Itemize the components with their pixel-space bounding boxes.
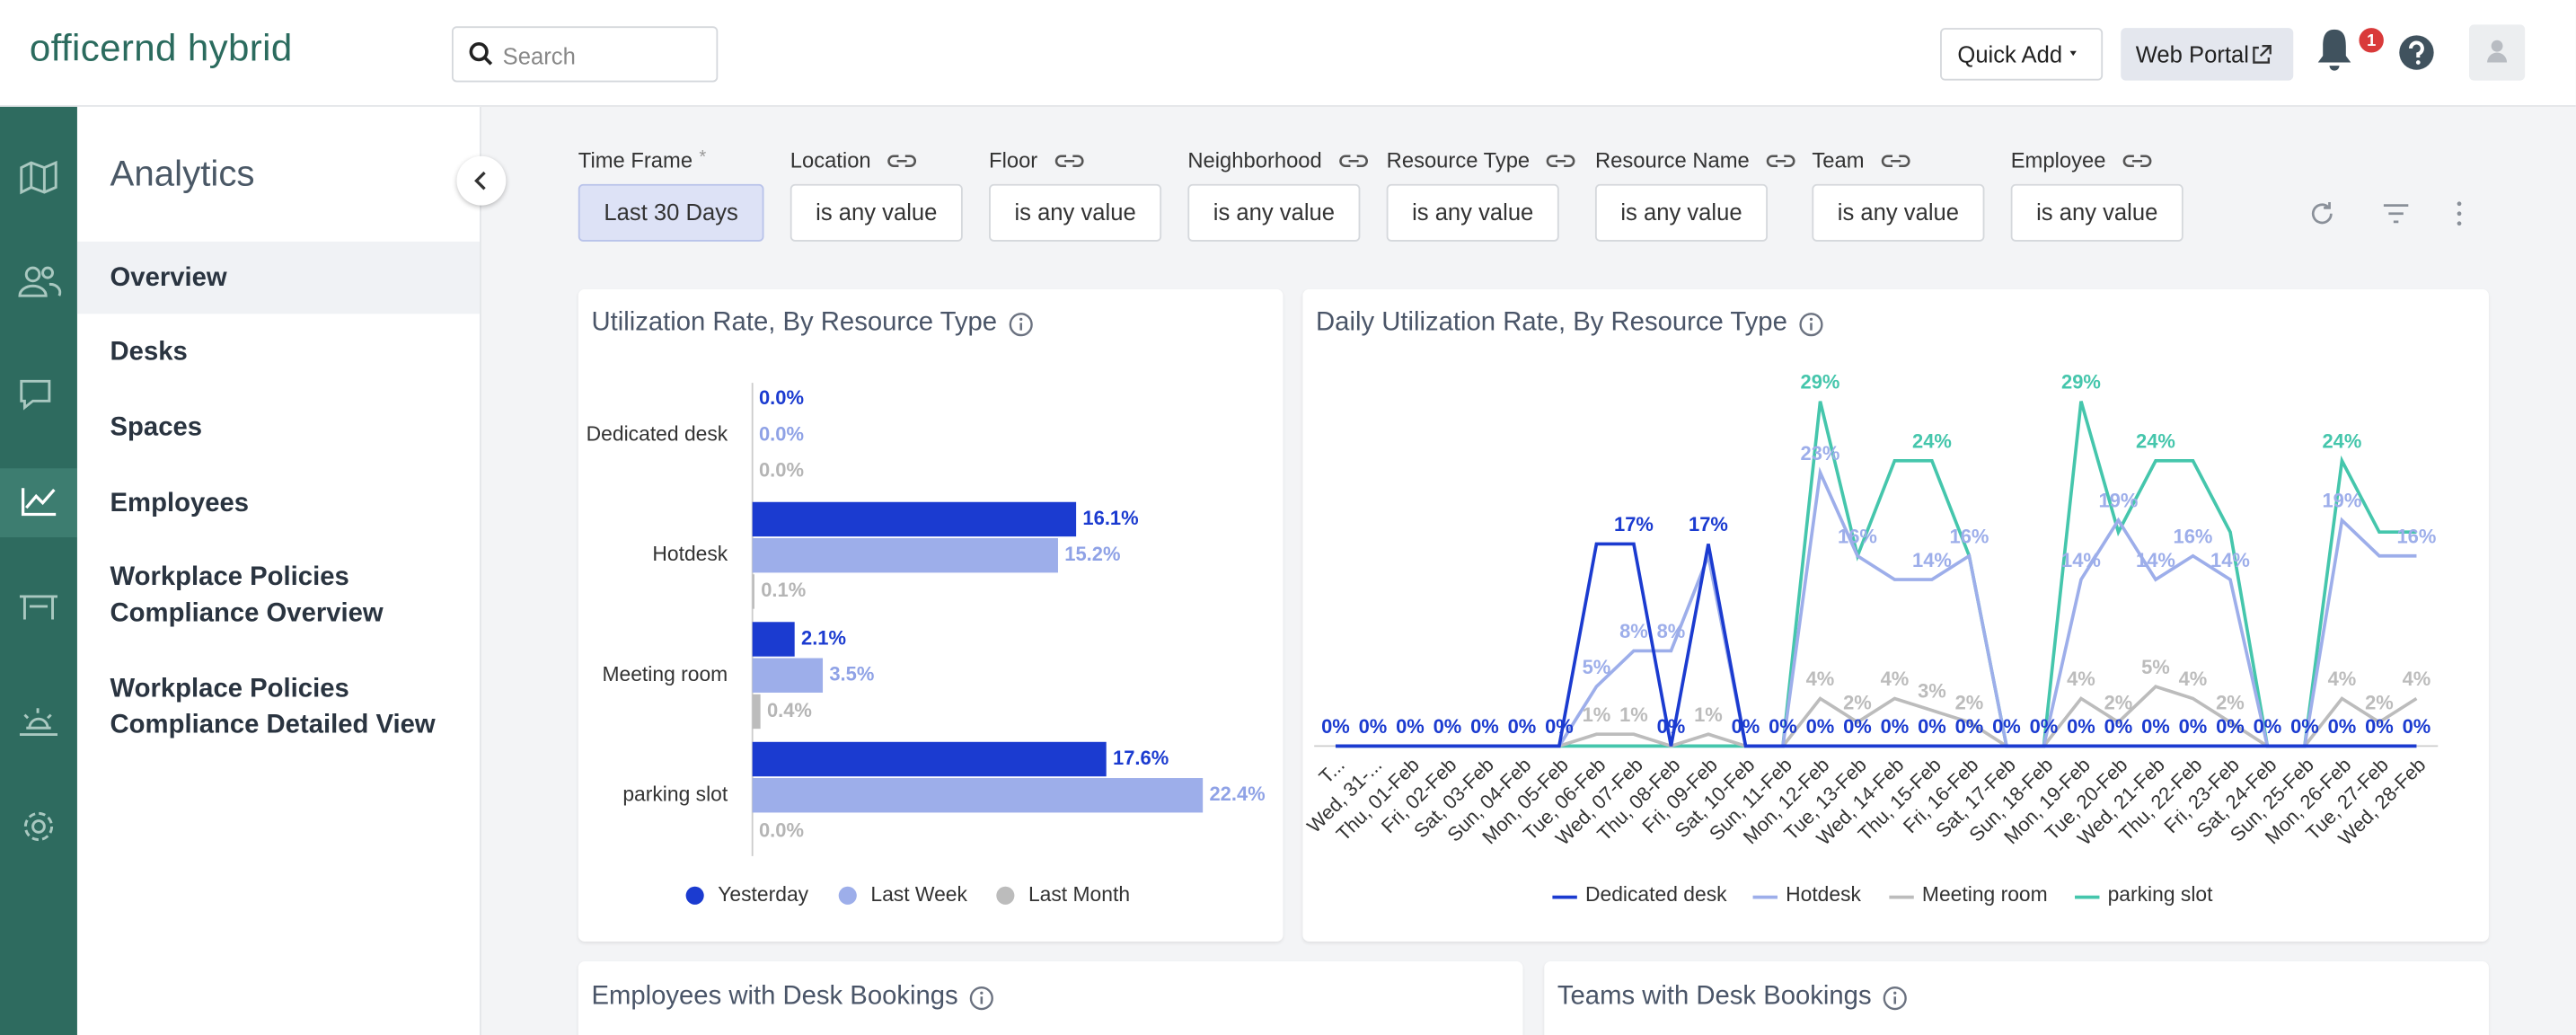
nav-rail bbox=[0, 106, 77, 1035]
filter-label-text: Time Frame bbox=[578, 147, 693, 173]
toolbar-icons bbox=[2311, 201, 2462, 226]
info-icon[interactable] bbox=[1799, 312, 1823, 336]
filter-select[interactable]: is any value bbox=[2010, 183, 2183, 242]
info-icon[interactable] bbox=[1009, 312, 1033, 336]
filter-select[interactable]: is any value bbox=[1187, 183, 1361, 242]
filter-select[interactable]: is any value bbox=[1386, 183, 1559, 242]
caret bbox=[2070, 50, 2078, 57]
filter-select[interactable]: is any value bbox=[1594, 183, 1769, 242]
filter-label: Time Frame * bbox=[578, 146, 707, 173]
web-portal-label: Web Portal bbox=[2135, 40, 2249, 67]
filter-label: Resource Type bbox=[1387, 148, 1579, 172]
required-mark: * bbox=[699, 146, 707, 167]
collapse-button[interactable] bbox=[456, 155, 507, 206]
filter-label-text: Resource Type bbox=[1386, 147, 1531, 173]
filter-label-text: Location bbox=[790, 147, 871, 173]
filter-label: Resource Name bbox=[1595, 148, 1799, 172]
link-icon bbox=[887, 154, 917, 167]
link-icon bbox=[1338, 154, 1368, 167]
chevron bbox=[474, 171, 486, 190]
card-title: Teams with Desk Bookings bbox=[1557, 983, 1908, 1013]
avatar-icon bbox=[2487, 40, 2508, 63]
notification-badge: 1 bbox=[2357, 26, 2386, 55]
chart-title: Utilization Rate, By Resource Type bbox=[591, 308, 998, 337]
bell-icon[interactable] bbox=[2313, 23, 2356, 76]
card-title: Employees with Desk Bookings bbox=[591, 983, 994, 1013]
nav-active bbox=[0, 468, 77, 538]
info-icon[interactable] bbox=[1883, 985, 1908, 1010]
info-icon[interactable] bbox=[970, 985, 994, 1010]
quick-add-label: Quick Add bbox=[1957, 40, 2063, 67]
utilization-card bbox=[578, 288, 1284, 942]
nav-icons bbox=[18, 160, 62, 842]
nav-item[interactable]: Employees bbox=[110, 490, 250, 518]
nav-item[interactable]: Workplace Policies Compliance Overview bbox=[110, 563, 384, 628]
link-icon bbox=[1054, 154, 1083, 167]
link-icon bbox=[2122, 154, 2152, 167]
card-title-text: Employees with Desk Bookings bbox=[591, 982, 958, 1011]
card-title: Utilization Rate, By Resource Type bbox=[591, 309, 1033, 339]
filter-label-text: Resource Name bbox=[1594, 147, 1750, 173]
filter-select[interactable]: is any value bbox=[1812, 183, 1985, 242]
link-icon bbox=[1547, 154, 1575, 167]
web-portal-button[interactable]: Web Portal bbox=[2121, 28, 2294, 81]
analytics-icon[interactable] bbox=[0, 468, 77, 537]
external-icon bbox=[2253, 45, 2272, 64]
search-icon bbox=[469, 42, 493, 66]
link-icon bbox=[1881, 154, 1910, 167]
filter-label: Neighborhood bbox=[1187, 148, 1371, 172]
filter-label-text: Employee bbox=[2010, 147, 2106, 173]
logo[interactable]: officernd hybrid bbox=[29, 26, 293, 69]
nav-item[interactable]: Overview bbox=[76, 241, 481, 314]
quick-add-button[interactable]: Quick Add bbox=[1940, 28, 2104, 81]
filter-select[interactable]: is any value bbox=[989, 183, 1162, 242]
filter-label: Team bbox=[1812, 148, 1913, 172]
filter-label: Employee bbox=[2011, 148, 2156, 172]
search-placeholder: Search bbox=[502, 42, 576, 69]
nav-item[interactable]: Spaces bbox=[110, 413, 203, 443]
chart-title: Daily Utilization Rate, By Resource Type bbox=[1316, 308, 1787, 337]
nav-item[interactable]: Desks bbox=[110, 338, 188, 367]
filter-select[interactable]: is any value bbox=[790, 183, 963, 242]
filter-label-text: Neighborhood bbox=[1187, 147, 1322, 173]
help-icon[interactable] bbox=[2398, 34, 2434, 70]
nav-item[interactable]: Workplace Policies Compliance Detailed V… bbox=[110, 675, 436, 740]
search-box[interactable]: Search bbox=[451, 26, 719, 83]
filter-label: Location bbox=[790, 148, 921, 172]
employees-card bbox=[578, 960, 1523, 1035]
teams-card bbox=[1544, 960, 2489, 1035]
card-title: Daily Utilization Rate, By Resource Type bbox=[1316, 309, 1823, 339]
link-icon bbox=[1766, 154, 1795, 167]
filter-label: Floor bbox=[989, 148, 1087, 172]
card-title-text: Teams with Desk Bookings bbox=[1557, 982, 1872, 1011]
filter-label-text: Floor bbox=[989, 147, 1038, 173]
daily-utilization-card bbox=[1302, 288, 2489, 942]
filter-label-text: Team bbox=[1812, 147, 1865, 173]
sidebar-title: Analytics bbox=[110, 153, 255, 194]
avatar[interactable] bbox=[2468, 24, 2526, 81]
filter-select[interactable]: Last 30 Days bbox=[578, 183, 764, 242]
